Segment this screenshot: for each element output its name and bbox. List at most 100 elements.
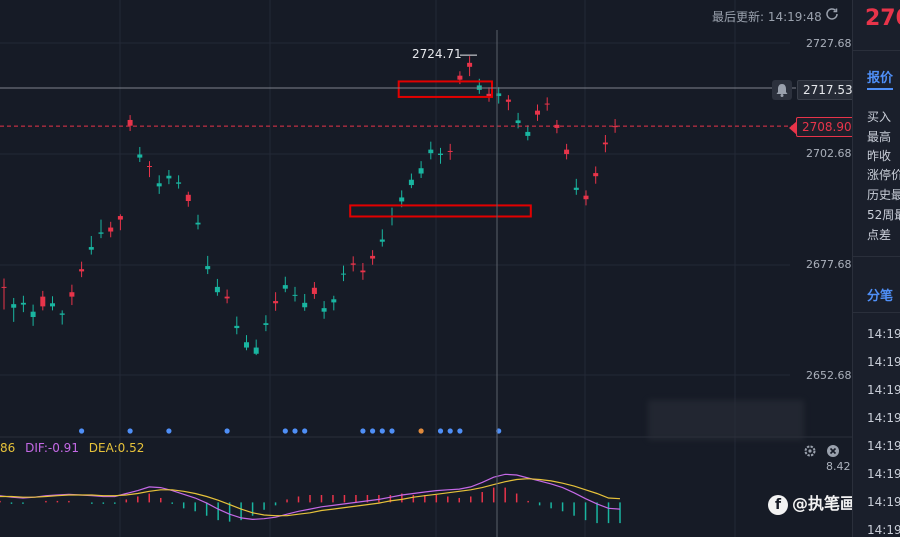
annotations [349, 80, 532, 218]
signal-dot [360, 428, 366, 434]
candle-body [108, 227, 114, 232]
candle-body [573, 187, 579, 190]
candle-body [505, 99, 511, 102]
candle-body [457, 75, 463, 80]
candle-body [214, 286, 220, 293]
candle-body [408, 179, 414, 186]
candle-body [88, 247, 94, 250]
candle-body [399, 197, 405, 202]
candle-body [30, 311, 36, 318]
current-price-tag: 2708.90 [789, 117, 858, 137]
candle-body [379, 239, 385, 242]
candle-body [166, 175, 172, 179]
candle-body [447, 150, 453, 152]
tab-underline [867, 88, 893, 90]
macd-dif-label: DIF:-0.91 [25, 441, 79, 455]
sidebar-row-52w: 52周最 [867, 208, 900, 222]
close-icon[interactable] [826, 444, 840, 458]
candle-body [127, 119, 133, 126]
sidebar-row-high: 最高 [867, 130, 892, 144]
candle-body [234, 325, 240, 329]
tick-time: 14:19 [867, 327, 900, 341]
candle-body [564, 149, 570, 155]
refresh-icon[interactable] [824, 6, 840, 22]
signal-dot [127, 428, 133, 434]
candle-body [253, 347, 259, 354]
last-price-tag: 2717.53 [797, 80, 859, 100]
candle-body [496, 93, 502, 97]
candle-body [612, 126, 618, 128]
candle-body [467, 62, 473, 67]
candle-body [282, 285, 288, 289]
candle-body [50, 303, 55, 307]
candle-body [418, 168, 424, 174]
price-axis-label: 2727.68 [806, 37, 852, 50]
sidebar-row-spread: 点差 [867, 228, 892, 242]
divider [853, 50, 900, 51]
candle-body [428, 149, 434, 154]
signal-dot [447, 428, 453, 434]
candle-body [583, 195, 589, 200]
alert-bell-button[interactable] [772, 80, 792, 100]
tick-time: 14:19 [867, 383, 900, 397]
candle-body [11, 304, 17, 308]
candle-body [1, 286, 7, 288]
macd-value-prefix: 86 [0, 441, 16, 455]
divider [853, 312, 900, 313]
candle-body [360, 270, 366, 273]
candle-body [370, 255, 376, 259]
candle-body [40, 296, 46, 307]
sidebar-price: 270 [865, 6, 900, 31]
tick-time: 14:19 [867, 523, 900, 537]
macd-panel [0, 473, 621, 524]
candle-body [273, 301, 279, 304]
candle-body [350, 263, 356, 265]
tick-time: 14:19 [867, 411, 900, 425]
price-axis-label: 2702.68 [806, 147, 852, 160]
sidebar-row-prev-close: 昨收 [867, 149, 892, 163]
macd-axis-label: 8.42 [826, 460, 851, 473]
candle-body [544, 103, 550, 105]
candle-body [185, 194, 191, 201]
price-chart[interactable]: 最后更新: 14:19:48 2727.68 2702.68 2677.68 2… [0, 0, 872, 537]
candle-body [59, 313, 65, 315]
bell-icon [776, 84, 788, 97]
candle-body [244, 342, 249, 348]
annotation-rect [349, 204, 532, 218]
signal-dot [79, 428, 85, 434]
price-lines [0, 30, 796, 537]
tab-quote[interactable]: 报价 [867, 71, 894, 86]
signal-dot [418, 428, 424, 434]
signal-dot [166, 428, 172, 434]
signal-dots [79, 428, 502, 434]
signal-dot [379, 428, 385, 434]
candle-body [195, 222, 201, 225]
candle-body [593, 173, 599, 177]
candle-body [20, 302, 26, 305]
price-axis-label: 2652.68 [806, 369, 852, 382]
signal-dot [292, 428, 298, 434]
macd-dea-label: DEA:0.52 [88, 441, 145, 455]
gear-icon[interactable] [803, 444, 817, 458]
signal-dot [282, 428, 288, 434]
divider [853, 256, 900, 257]
tick-time: 14:19 [867, 355, 900, 369]
facebook-icon: f [768, 494, 788, 515]
chart-canvas[interactable] [0, 0, 852, 537]
candle-body [156, 183, 162, 187]
candle-body [341, 273, 346, 275]
tick-time: 14:19 [867, 467, 900, 481]
sidebar-row-limit-up: 涨停价 [867, 168, 900, 182]
candle-body [147, 166, 152, 168]
candle-body [302, 302, 308, 308]
sidebar-row-buy: 买入 [867, 110, 892, 124]
candle-body [515, 120, 521, 124]
signal-dot [224, 428, 230, 434]
macd-dea-line [0, 478, 621, 517]
high-price-marker: 2724.71 [412, 47, 462, 61]
macd-header: 86 DIF:-0.91 DEA:0.52 [0, 441, 144, 455]
candles [1, 56, 618, 356]
macd-dif-line [0, 473, 621, 521]
tab-ticks[interactable]: 分笔 [867, 289, 894, 304]
candle-body [331, 299, 337, 303]
